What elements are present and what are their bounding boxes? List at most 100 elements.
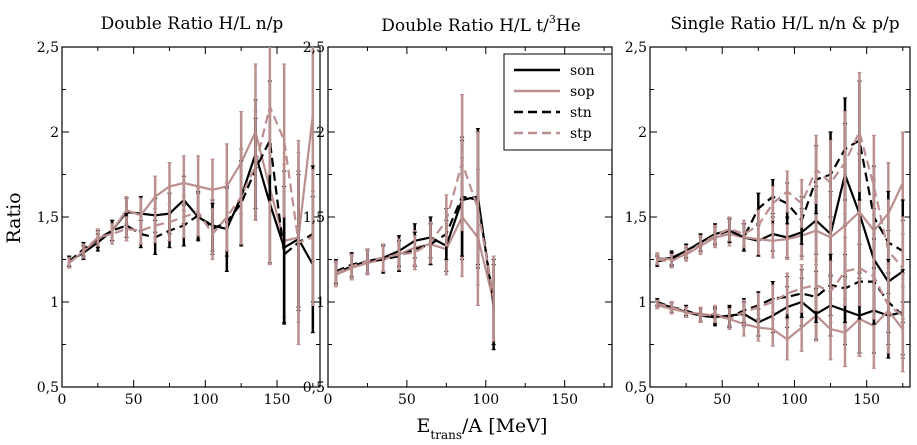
plot-frame [649, 46, 911, 388]
data-point [858, 211, 861, 213]
panel-title: Double Ratio H/L n/p [101, 14, 284, 34]
series-line-stn [657, 139, 904, 263]
data-point [125, 228, 128, 230]
x-tick-label: 0 [646, 392, 655, 408]
data-point [771, 202, 774, 205]
data-point [685, 251, 687, 254]
series-line-stn [68, 139, 314, 263]
y-tick-label: 1,5 [625, 210, 647, 226]
y-tick-label: 1,5 [303, 210, 325, 226]
data-point [844, 270, 846, 273]
x-axis-label: Etrans/A [MeV] [417, 415, 548, 442]
series-line-stp [68, 105, 314, 264]
series-stp [67, 47, 315, 346]
x-label-rest: /A [MeV] [462, 415, 547, 437]
x-tick-label: 150 [551, 392, 578, 408]
data-point [743, 311, 745, 314]
data-point [901, 182, 904, 184]
y-tick-label: 1 [316, 295, 325, 311]
data-point [477, 207, 479, 210]
panel-single-ratio: Single Ratio H/L n/n & p/p 0 50 100 150 0,5 1… [625, 14, 911, 408]
x-tick-label: 0 [58, 392, 67, 408]
data-point [714, 313, 716, 315]
y-axis-label: Ratio [3, 192, 25, 243]
data-point [887, 304, 890, 307]
data-point [757, 326, 760, 329]
data-point [125, 209, 128, 211]
series-line-stp [335, 161, 495, 299]
panel-title: Single Ratio H/L n/n & p/p [670, 14, 899, 34]
legend-label: stp [570, 126, 592, 142]
data-point [350, 265, 353, 268]
data-point [211, 189, 214, 191]
data-point [699, 314, 702, 317]
legend-label: stn [570, 105, 592, 121]
data-point [254, 165, 257, 167]
data-point [786, 292, 789, 295]
x-tick-label: 150 [853, 392, 880, 408]
data-point [829, 328, 832, 331]
data-point [714, 234, 716, 237]
series-line-sop [657, 182, 904, 261]
x-tick-label: 100 [192, 392, 219, 408]
data-point [197, 185, 199, 188]
x-tick-label: 50 [398, 392, 416, 408]
y-tick-label: 1 [638, 295, 647, 311]
data-point [670, 306, 673, 308]
data-point [786, 338, 789, 341]
data-point [815, 284, 817, 286]
data-point [844, 161, 846, 164]
data-point [757, 224, 760, 227]
data-point [429, 241, 432, 244]
data-point [771, 328, 774, 331]
data-point [829, 182, 832, 184]
series-stp [655, 230, 905, 359]
data-point [382, 257, 385, 259]
x-tick-label: 50 [713, 392, 731, 408]
data-point [269, 105, 271, 108]
data-point [197, 211, 199, 213]
data-point [800, 287, 803, 290]
data-point [226, 216, 228, 218]
data-point [283, 253, 285, 256]
title-rest: He [556, 16, 581, 36]
data-point [211, 233, 214, 235]
data-point [873, 185, 875, 188]
data-point [887, 250, 890, 252]
data-point [786, 238, 789, 240]
x-label-main: E [417, 415, 431, 437]
panel-title: Double Ratio H/L t/3He [381, 13, 581, 36]
data-point [656, 258, 659, 261]
data-point [97, 236, 99, 239]
data-point [140, 229, 142, 232]
data-point [728, 318, 731, 320]
data-point [297, 241, 300, 244]
data-point [312, 236, 314, 239]
series-sop [655, 267, 905, 373]
data-point [366, 260, 369, 263]
y-tick-label: 0,5 [37, 380, 59, 396]
data-point [461, 161, 463, 164]
y-tick-label: 2,5 [37, 40, 59, 56]
data-point [901, 314, 904, 317]
data-point [492, 297, 495, 300]
data-point [398, 253, 400, 256]
y-tick-label: 1 [50, 295, 59, 311]
data-point [312, 114, 314, 116]
y-tick-label: 2,5 [303, 40, 325, 56]
panel-n-p: Double Ratio H/L n/p 0 50 100 150 0,5 1 1,5 2 2,… [37, 14, 321, 408]
data-point [829, 236, 832, 239]
data-point [111, 233, 113, 235]
data-point [656, 302, 659, 305]
data-point [335, 272, 337, 274]
data-point [771, 301, 774, 303]
series-son [655, 122, 905, 334]
data-point [786, 190, 789, 193]
plot-area [333, 93, 496, 351]
data-point [873, 275, 875, 278]
data-point [283, 139, 285, 142]
legend: son sop stn stp [503, 53, 613, 151]
x-tick-label: 100 [472, 392, 499, 408]
data-point [728, 228, 731, 230]
